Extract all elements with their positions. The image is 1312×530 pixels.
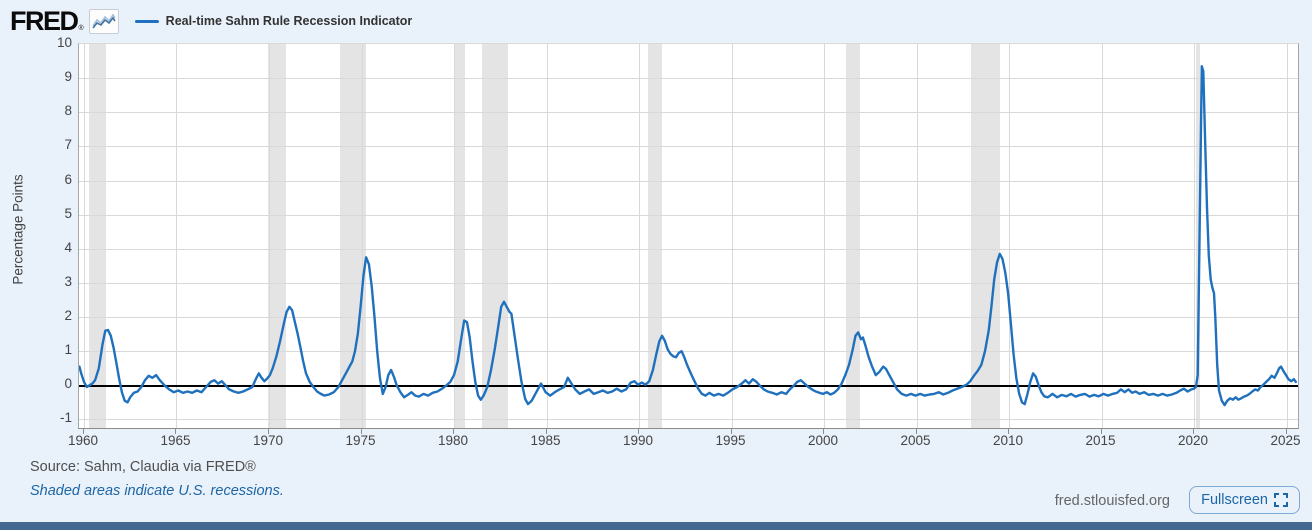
- x-tick-label: 1995: [715, 433, 746, 448]
- x-tick-label: 1960: [67, 433, 98, 448]
- x-tick-mark: [915, 428, 917, 434]
- x-grid-line: [83, 44, 85, 428]
- y-tick-label: 1: [64, 342, 72, 358]
- fred-site-label: fred.stlouisfed.org: [1054, 493, 1170, 509]
- x-grid-line: [1286, 44, 1288, 428]
- y-tick-label: 8: [64, 103, 72, 119]
- x-tick-mark: [1100, 428, 1102, 434]
- x-tick-mark: [453, 428, 454, 434]
- x-tick-label: 1975: [345, 433, 376, 448]
- y-tick-label: 9: [64, 69, 72, 85]
- x-tick-label: 2015: [1085, 433, 1116, 448]
- x-grid-line: [1009, 44, 1011, 428]
- y-grid-line: [79, 214, 1298, 216]
- x-grid-line: [176, 44, 178, 428]
- bottom-bar: [0, 522, 1312, 530]
- recession-band: [88, 44, 106, 428]
- x-tick-label: 2005: [900, 433, 931, 448]
- series-legend-label: Real-time Sahm Rule Recession Indicator: [165, 14, 413, 28]
- x-tick-mark: [360, 428, 362, 434]
- x-tick-label: 2025: [1270, 433, 1301, 448]
- x-grid-line: [454, 44, 455, 428]
- fullscreen-button-label: Fullscreen: [1201, 492, 1268, 508]
- chart-legend: Real-time Sahm Rule Recession Indicator: [134, 14, 413, 28]
- y-grid-line: [79, 78, 1298, 80]
- y-grid-line: [79, 146, 1298, 148]
- fred-logo-registered-mark: ®: [78, 25, 84, 32]
- chart-header: FRED ® Real-time Sahm Rule Recession Indi…: [10, 5, 412, 37]
- fullscreen-expand-icon: [1274, 493, 1288, 507]
- x-tick-label: 1965: [160, 433, 191, 448]
- x-tick-label: 1970: [252, 433, 284, 448]
- x-grid-line: [1101, 44, 1103, 428]
- y-tick-label: 0: [64, 376, 72, 392]
- recession-band: [970, 44, 1000, 428]
- x-grid-line: [824, 44, 826, 428]
- y-tick-label: 7: [64, 137, 72, 153]
- plot-area[interactable]: [78, 43, 1299, 429]
- x-tick-mark: [638, 428, 639, 434]
- x-tick-label: 2010: [992, 433, 1024, 448]
- y-tick-label: 4: [64, 239, 72, 255]
- y-tick-label: -1: [59, 410, 72, 426]
- y-tick-label: 3: [64, 273, 72, 289]
- x-tick-mark: [1285, 428, 1287, 434]
- x-tick-label: 1985: [530, 433, 561, 448]
- recession-band: [1195, 44, 1201, 428]
- x-tick-mark: [1008, 428, 1010, 434]
- x-tick-mark: [82, 428, 84, 434]
- source-note: Source: Sahm, Claudia via FRED®: [30, 459, 256, 475]
- x-tick-label: 2000: [807, 433, 839, 448]
- x-tick-label: 2020: [1177, 433, 1209, 448]
- x-grid-line: [1194, 44, 1196, 428]
- x-grid-line: [731, 44, 733, 428]
- y-grid-line: [79, 317, 1298, 319]
- x-tick-label: 1980: [437, 433, 469, 448]
- recession-band: [481, 44, 509, 428]
- x-tick-mark: [823, 428, 825, 434]
- y-tick-label: 6: [64, 171, 72, 187]
- x-tick-label: 1990: [622, 433, 654, 448]
- series-legend-swatch: [134, 19, 159, 23]
- series-svg: [79, 65, 1298, 407]
- y-tick-label: 2: [64, 308, 72, 324]
- x-grid-line: [916, 44, 918, 428]
- recession-shading-note: Shaded areas indicate U.S. recessions.: [30, 483, 284, 499]
- y-grid-line: [79, 248, 1298, 250]
- x-grid-line: [361, 44, 363, 428]
- fred-logo: FRED ®: [10, 6, 84, 36]
- x-tick-mark: [730, 428, 732, 434]
- y-grid-line: [79, 180, 1298, 182]
- y-grid-line: [79, 351, 1298, 353]
- recession-band: [845, 44, 860, 428]
- recession-band: [648, 44, 663, 428]
- fred-logo-text: FRED: [10, 6, 79, 36]
- x-grid-line: [269, 44, 270, 428]
- x-tick-mark: [1193, 428, 1195, 434]
- zero-line: [79, 385, 1298, 387]
- x-grid-line: [546, 44, 548, 428]
- fred-sparkline-icon: [88, 8, 119, 34]
- x-tick-mark: [175, 428, 177, 434]
- recession-band: [454, 44, 465, 428]
- y-axis-title: Percentage Points: [10, 174, 26, 285]
- y-tick-label: 5: [64, 205, 72, 221]
- y-grid-line: [79, 282, 1298, 284]
- x-tick-mark: [545, 428, 547, 434]
- series-line: [79, 65, 1298, 407]
- fullscreen-button[interactable]: Fullscreen: [1189, 486, 1300, 514]
- x-tick-mark: [268, 428, 269, 434]
- y-grid-line: [79, 112, 1298, 114]
- y-grid-line: [79, 419, 1298, 421]
- x-grid-line: [639, 44, 640, 428]
- y-tick-label: 10: [56, 35, 72, 50]
